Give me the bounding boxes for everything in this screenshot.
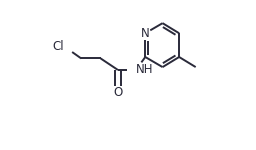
Text: N: N	[141, 27, 150, 40]
Text: O: O	[113, 87, 123, 99]
Text: NH: NH	[136, 63, 153, 76]
Text: Cl: Cl	[52, 40, 64, 53]
